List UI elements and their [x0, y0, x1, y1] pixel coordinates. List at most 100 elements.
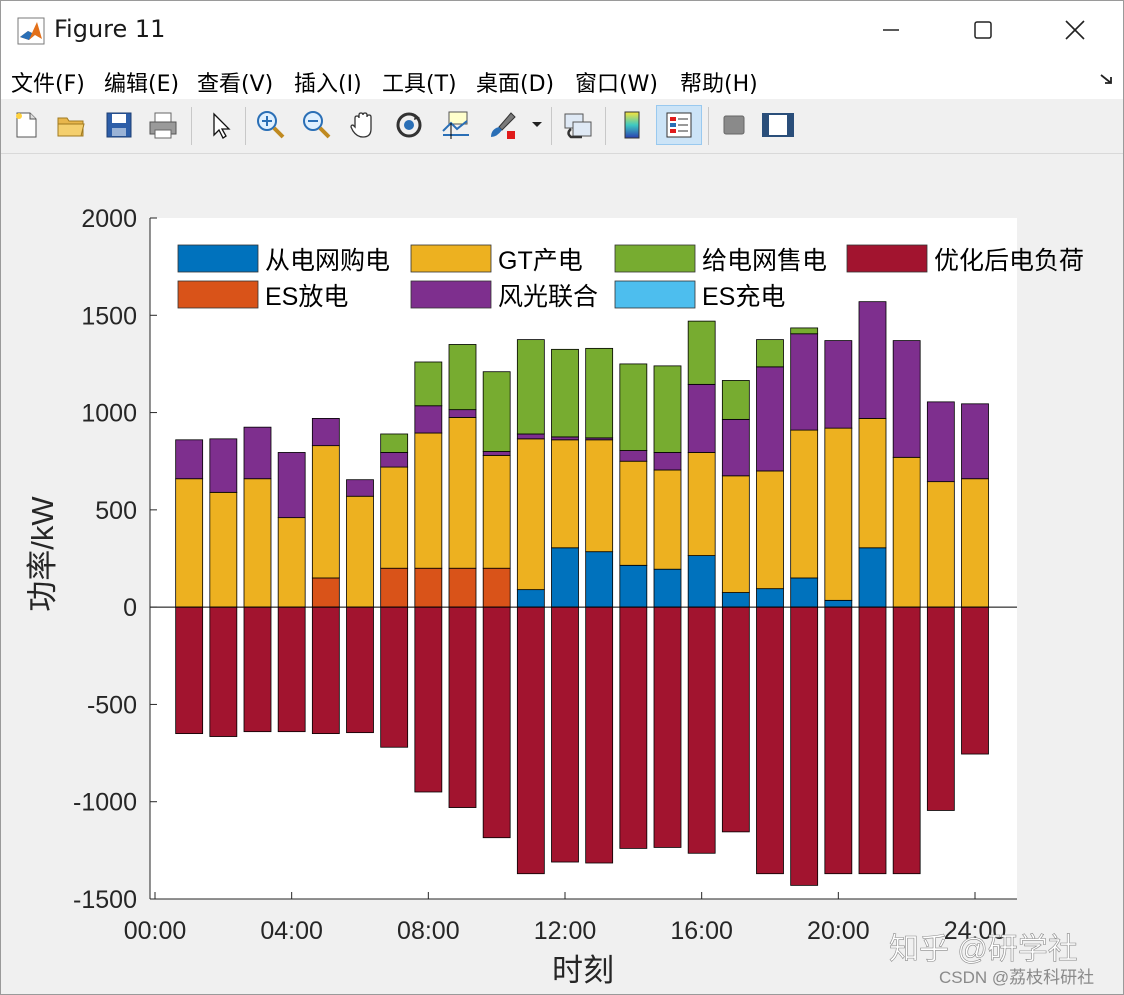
bar-segment	[482, 454, 511, 569]
bar-segment	[961, 478, 989, 608]
menu-window[interactable]: 窗口(W)	[575, 72, 658, 97]
brush-dropdown-icon[interactable]	[529, 105, 545, 145]
bar-segment	[721, 418, 750, 477]
hide-plot-tools-icon[interactable]	[714, 105, 754, 145]
menu-bar: 文件(F) 编辑(E) 查看(V) 插入(I) 工具(T) 桌面(D) 窗口(W…	[1, 59, 1123, 99]
data-cursor-icon[interactable]	[435, 105, 475, 145]
bar-segment	[687, 452, 716, 556]
bar-segment	[175, 439, 204, 480]
x-axis-label: 时刻	[552, 953, 614, 988]
open-folder-icon[interactable]	[51, 105, 91, 145]
menu-help[interactable]: 帮助(H)	[680, 72, 758, 97]
bar-segment	[653, 365, 682, 453]
x-tick-label: 00:00	[124, 917, 187, 945]
rotate-3d-icon[interactable]	[389, 105, 429, 145]
bar-segment	[346, 606, 374, 734]
title-bar[interactable]: Figure 11	[1, 1, 1123, 59]
bar-segment	[756, 588, 784, 608]
bar-segment	[858, 418, 887, 549]
legend-label[interactable]: 风光联合	[498, 283, 598, 311]
bar-segment	[551, 436, 579, 441]
new-figure-icon[interactable]	[6, 105, 46, 145]
show-plot-tools-icon[interactable]	[758, 105, 798, 145]
zoom-in-icon[interactable]	[251, 105, 291, 145]
bar-segment	[585, 347, 614, 439]
legend-swatch[interactable]	[177, 280, 259, 309]
print-icon[interactable]	[143, 105, 183, 145]
bar-segment	[926, 401, 955, 483]
minimize-button[interactable]	[845, 1, 937, 59]
bar-segment	[175, 478, 204, 608]
figure-canvas: -1500 -1000 -500 0 500 1000 1500 2000 00:00 04:00…	[1, 154, 1123, 994]
bar-segment	[448, 567, 477, 608]
menu-insert[interactable]: 插入(I)	[294, 72, 362, 97]
bar-segment	[961, 606, 989, 755]
y-tick-label: -1500	[73, 886, 137, 914]
legend-label[interactable]: ES充电	[702, 283, 785, 311]
legend-swatch[interactable]	[614, 280, 696, 309]
link-plot-icon[interactable]	[558, 105, 598, 145]
bar-segment	[414, 432, 443, 569]
legend-swatch[interactable]	[614, 244, 696, 273]
bar-segment	[380, 567, 409, 608]
bar-segment	[209, 438, 238, 493]
bar-segment	[209, 606, 238, 737]
bar-segment	[619, 363, 648, 451]
legend-swatch[interactable]	[846, 244, 928, 273]
legend-label[interactable]: ES放电	[265, 283, 348, 311]
close-button[interactable]	[1029, 1, 1121, 59]
bar-segment	[824, 599, 853, 608]
x-tick-label: 24:00	[944, 917, 1007, 945]
legend-swatch[interactable]	[177, 244, 259, 273]
bar-segment	[380, 433, 409, 453]
y-axis-label: 功率/kW	[25, 496, 60, 612]
legend-label[interactable]: GT产电	[498, 247, 583, 275]
dock-arrow-icon[interactable]	[1099, 71, 1115, 87]
bar-segment	[311, 606, 340, 735]
bar-segment	[448, 606, 477, 808]
pan-hand-icon[interactable]	[343, 105, 383, 145]
menu-edit[interactable]: 编辑(E)	[104, 72, 180, 97]
bar-segment	[482, 606, 511, 839]
y-tick-label: 1500	[81, 302, 137, 330]
menu-desktop[interactable]: 桌面(D)	[476, 72, 555, 97]
legend-label[interactable]: 优化后电负荷	[934, 247, 1084, 275]
bar-segment	[824, 427, 853, 601]
x-tick-label: 16:00	[670, 917, 733, 945]
save-icon[interactable]	[99, 105, 139, 145]
zoom-out-icon[interactable]	[297, 105, 337, 145]
csdn-watermark: CSDN @荔枝科研社	[939, 968, 1094, 987]
legend-label[interactable]: 从电网购电	[265, 247, 390, 275]
bar-segment	[619, 450, 648, 462]
pointer-icon[interactable]	[199, 105, 239, 145]
bar-segment	[653, 606, 682, 848]
bar-segment	[277, 517, 306, 608]
legend-icon[interactable]	[656, 105, 702, 145]
menu-file[interactable]: 文件(F)	[11, 72, 85, 97]
legend-label[interactable]: 给电网售电	[702, 247, 827, 275]
bar-segment	[277, 452, 306, 519]
maximize-icon	[974, 21, 992, 39]
bar-segment	[790, 606, 819, 886]
bar-segment	[414, 606, 443, 793]
close-icon	[1065, 20, 1085, 40]
window-title: Figure 11	[54, 15, 166, 43]
bar-segment	[721, 475, 750, 593]
minimize-icon	[883, 29, 899, 31]
menu-tools[interactable]: 工具(T)	[382, 72, 457, 97]
maximize-button[interactable]	[937, 1, 1029, 59]
bar-segment	[961, 403, 989, 480]
bar-segment	[516, 433, 545, 440]
legend-swatch[interactable]	[410, 280, 492, 309]
bar-segment	[653, 568, 682, 608]
y-tick-label: 2000	[81, 205, 137, 233]
brush-icon[interactable]	[483, 105, 523, 145]
bar-segment	[824, 340, 853, 429]
colorbar-icon[interactable]	[612, 105, 652, 145]
menu-view[interactable]: 查看(V)	[197, 72, 274, 97]
bar-segment	[551, 547, 579, 608]
bar-segment	[311, 418, 340, 447]
bar-segment	[756, 470, 784, 590]
bar-segment	[482, 567, 511, 608]
legend-swatch[interactable]	[410, 244, 492, 273]
